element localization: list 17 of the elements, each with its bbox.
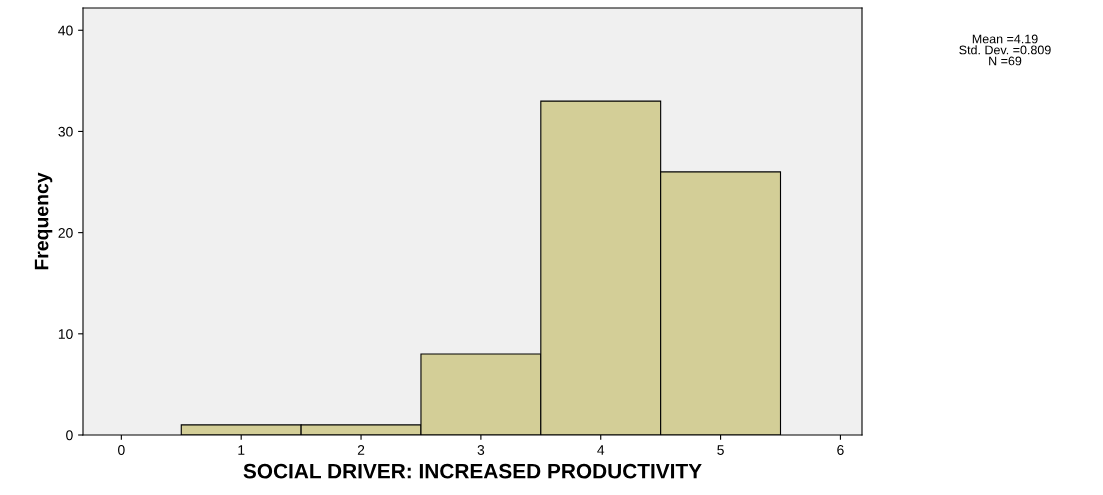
y-tick-label: 0 <box>66 430 73 441</box>
y-tick-label: 40 <box>58 25 73 36</box>
y-tick-label: 30 <box>58 126 73 137</box>
x-tick-label: 0 <box>118 445 125 455</box>
x-tick-label: 6 <box>837 445 844 455</box>
x-tick-label: 1 <box>238 445 245 455</box>
y-axis-title: Frequency <box>34 172 53 270</box>
x-axis-title: SOCIAL DRIVER: INCREASED PRODUCTIVITY <box>243 463 702 479</box>
x-tick-label: 4 <box>597 445 605 455</box>
x-tick-label: 3 <box>477 445 485 455</box>
x-tick-label: 5 <box>717 445 724 455</box>
text: N =69 <box>989 56 1022 66</box>
y-tick-label: 10 <box>58 329 73 339</box>
text: Std. Dev. =0.809 <box>959 45 1051 55</box>
x-tick-label: 2 <box>357 445 365 455</box>
y-tick-label: 20 <box>58 227 73 238</box>
text: Mean =4.19 <box>972 34 1038 44</box>
